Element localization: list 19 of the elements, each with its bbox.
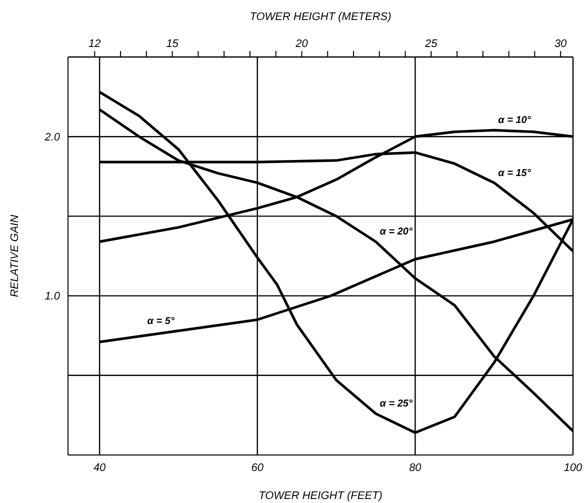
x-tick-label: 80 bbox=[409, 462, 422, 474]
annotation: α = 15° bbox=[498, 168, 532, 179]
annotation: α = 5° bbox=[147, 316, 176, 327]
x-tick-label: 40 bbox=[93, 462, 107, 474]
x2-axis-title: TOWER HEIGHT (METERS) bbox=[250, 11, 392, 23]
x2-tick-label: 30 bbox=[554, 38, 568, 50]
annotation: α = 10° bbox=[498, 115, 532, 126]
x-tick-label: 60 bbox=[251, 462, 264, 474]
x-axis-title: TOWER HEIGHT (FEET) bbox=[258, 490, 383, 502]
x2-tick-label: 20 bbox=[294, 38, 309, 50]
x-tick-label: 100 bbox=[564, 462, 584, 474]
x2-tick-label: 15 bbox=[166, 38, 180, 50]
annotation: α = 20° bbox=[380, 226, 414, 238]
x2-tick-label: 12 bbox=[88, 38, 101, 50]
y-tick-label: 2.0 bbox=[44, 132, 61, 144]
y-tick-label: 1.0 bbox=[44, 290, 61, 303]
x2-tick-label: 25 bbox=[424, 38, 438, 50]
y-axis-title: RELATIVE GAIN bbox=[8, 214, 21, 298]
annotation: α = 25° bbox=[380, 398, 414, 410]
